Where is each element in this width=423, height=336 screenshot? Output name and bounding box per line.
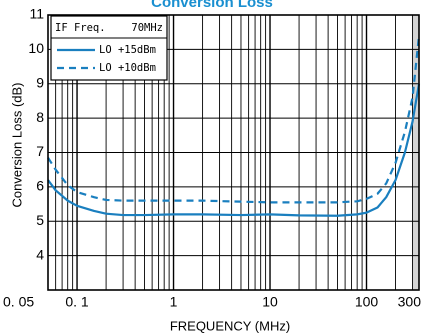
y-axis-label: Conversion Loss (dB) [9, 83, 24, 208]
y-tick-label: 9 [36, 74, 44, 90]
x-axis-label: FREQUENCY (MHz) [170, 318, 290, 333]
y-tick-label: 11 [29, 6, 44, 22]
legend-box [50, 15, 168, 81]
plot-frame [47, 14, 420, 291]
y-tick-label: 8 [36, 109, 44, 125]
y-tick-label: 4 [36, 246, 44, 262]
legend: IF Freq. 70MHz LO +15dBm LO +10dBm [50, 15, 168, 81]
x-tick-label: 300 [398, 294, 422, 310]
y-axis-ticks: 4 5 6 7 8 9 10 11 [28, 6, 44, 263]
x-axis-ticks: 0. 05 0. 1 1 10 100 300 [3, 294, 421, 310]
x-tick-label: 0. 1 [65, 294, 89, 310]
legend-if-freq-value: 70MHz [131, 22, 163, 34]
y-tick-label: 5 [36, 212, 44, 228]
x-tick-label: 100 [355, 294, 379, 310]
x-tick-label: 10 [262, 294, 278, 310]
y-tick-label: 10 [28, 40, 44, 56]
legend-if-freq-label: IF Freq. [55, 22, 106, 34]
x-tick-label: 1 [170, 294, 178, 310]
series-layer [47, 35, 421, 217]
series-line-lo15 [47, 83, 421, 217]
chart-title: Conversion Loss [151, 0, 273, 11]
legend-label-lo15: LO +15dBm [99, 44, 156, 56]
series-line-lo10 [47, 35, 421, 204]
legend-label-lo10: LO +10dBm [99, 62, 156, 74]
x-tick-label: 0. 05 [3, 294, 34, 310]
y-tick-label: 7 [36, 143, 44, 159]
y-tick-label: 6 [36, 178, 44, 194]
